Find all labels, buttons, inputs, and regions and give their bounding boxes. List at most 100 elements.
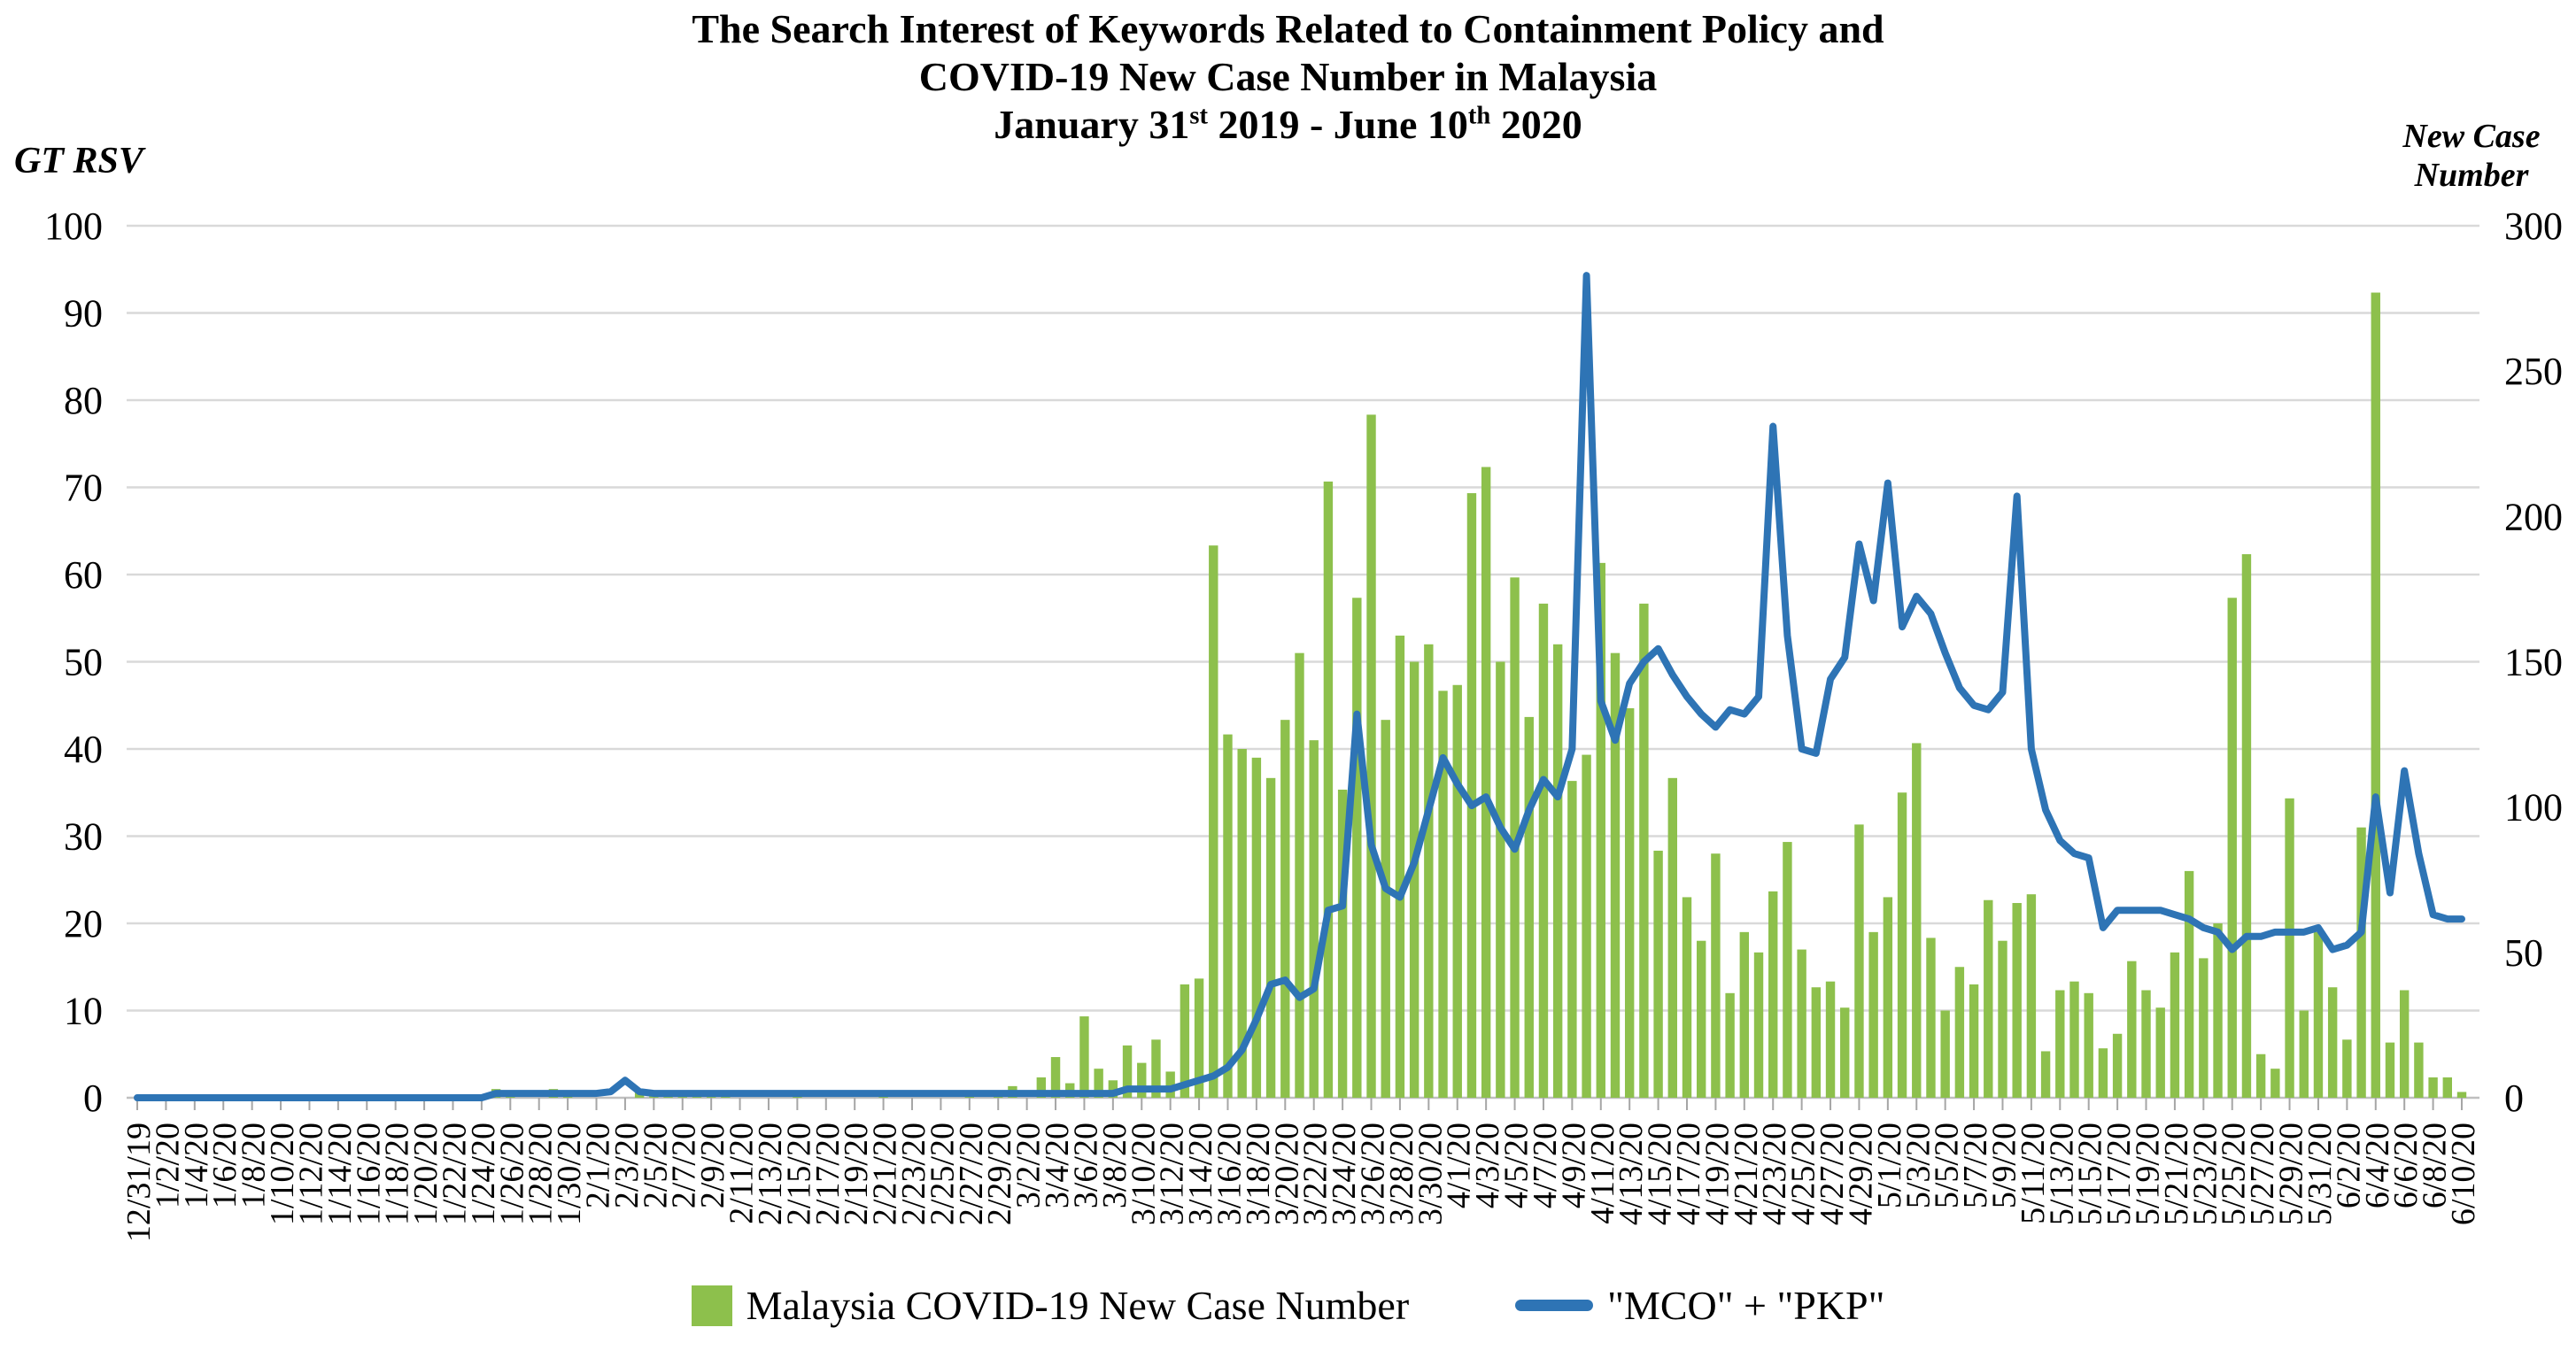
svg-text:2/1/20: 2/1/20 (580, 1123, 617, 1208)
svg-text:200: 200 (2504, 495, 2563, 538)
chart-title-line2: COVID-19 New Case Number in Malaysia (918, 54, 1658, 99)
svg-text:3/14/20: 3/14/20 (1182, 1123, 1219, 1225)
svg-text:1/6/20: 1/6/20 (206, 1123, 244, 1208)
svg-text:3/16/20: 3/16/20 (1211, 1123, 1248, 1225)
svg-text:3/10/20: 3/10/20 (1125, 1123, 1162, 1225)
svg-text:2/15/20: 2/15/20 (780, 1123, 817, 1225)
svg-text:3/6/20: 3/6/20 (1067, 1123, 1104, 1208)
svg-text:5/7/20: 5/7/20 (1957, 1123, 1994, 1208)
left-axis-title: GT RSV (14, 141, 143, 181)
svg-text:5/11/20: 5/11/20 (2015, 1123, 2052, 1224)
svg-text:3/26/20: 3/26/20 (1355, 1123, 1392, 1225)
svg-text:5/13/20: 5/13/20 (2043, 1123, 2080, 1225)
svg-text:70: 70 (64, 467, 103, 510)
svg-text:1/26/20: 1/26/20 (493, 1123, 530, 1225)
svg-text:3/28/20: 3/28/20 (1383, 1123, 1420, 1225)
svg-text:5/3/20: 5/3/20 (1899, 1123, 1937, 1208)
svg-text:4/13/20: 4/13/20 (1613, 1123, 1650, 1225)
svg-text:2/21/20: 2/21/20 (867, 1123, 904, 1225)
svg-text:6/8/20: 6/8/20 (2417, 1123, 2454, 1208)
svg-text:60: 60 (64, 553, 103, 597)
svg-text:1/28/20: 1/28/20 (522, 1123, 560, 1225)
svg-text:1/14/20: 1/14/20 (321, 1123, 359, 1225)
svg-text:2/11/20: 2/11/20 (723, 1123, 761, 1224)
svg-text:1/30/20: 1/30/20 (551, 1123, 588, 1225)
title-superscript-th: th (1467, 102, 1491, 130)
chart-title-line1: The Search Interest of Keywords Related … (692, 6, 1884, 51)
svg-text:2/29/20: 2/29/20 (981, 1123, 1018, 1225)
svg-text:0: 0 (2504, 1077, 2524, 1120)
svg-text:5/17/20: 5/17/20 (2100, 1123, 2138, 1225)
svg-text:5/29/20: 5/29/20 (2273, 1123, 2310, 1225)
svg-text:50: 50 (2504, 931, 2543, 975)
svg-text:1/22/20: 1/22/20 (436, 1123, 473, 1225)
svg-text:5/9/20: 5/9/20 (1985, 1123, 2023, 1208)
svg-text:3/8/20: 3/8/20 (1096, 1123, 1133, 1208)
svg-text:30: 30 (64, 815, 103, 859)
svg-text:2/27/20: 2/27/20 (953, 1123, 990, 1225)
title-superscript-st: st (1189, 102, 1208, 130)
right-axis-title: New Case Number (2374, 117, 2569, 195)
right-axis-title-line2: Number (2414, 157, 2529, 194)
svg-text:4/25/20: 4/25/20 (1785, 1123, 1822, 1225)
svg-text:4/21/20: 4/21/20 (1728, 1123, 1765, 1225)
svg-text:4/19/20: 4/19/20 (1698, 1123, 1736, 1225)
svg-text:50: 50 (64, 641, 103, 684)
svg-text:3/4/20: 3/4/20 (1039, 1123, 1076, 1208)
svg-text:1/18/20: 1/18/20 (379, 1123, 416, 1225)
svg-text:2/5/20: 2/5/20 (637, 1123, 674, 1208)
svg-text:2/13/20: 2/13/20 (752, 1123, 789, 1225)
svg-text:2/3/20: 2/3/20 (608, 1123, 646, 1208)
legend-item-mco-pkp: "MCO" + "PKP" (1515, 1282, 1884, 1329)
svg-text:300: 300 (2504, 205, 2563, 248)
svg-text:5/31/20: 5/31/20 (2301, 1123, 2339, 1225)
svg-text:4/1/20: 4/1/20 (1441, 1123, 1478, 1208)
svg-text:3/20/20: 3/20/20 (1268, 1123, 1305, 1225)
chart-legend: Malaysia COVID-19 New Case Number "MCO" … (0, 1282, 2576, 1329)
svg-text:40: 40 (64, 728, 103, 771)
svg-text:5/19/20: 5/19/20 (2130, 1123, 2167, 1225)
svg-text:3/30/20: 3/30/20 (1412, 1123, 1449, 1225)
svg-text:100: 100 (2504, 786, 2563, 830)
svg-text:2/25/20: 2/25/20 (924, 1123, 961, 1225)
svg-text:250: 250 (2504, 350, 2563, 393)
svg-text:4/17/20: 4/17/20 (1670, 1123, 1707, 1225)
svg-text:3/22/20: 3/22/20 (1297, 1123, 1334, 1225)
svg-text:5/21/20: 5/21/20 (2158, 1123, 2195, 1225)
svg-text:3/12/20: 3/12/20 (1154, 1123, 1191, 1225)
svg-text:2/23/20: 2/23/20 (895, 1123, 932, 1225)
svg-text:0: 0 (83, 1077, 103, 1120)
legend-label-mco-pkp: "MCO" + "PKP" (1607, 1283, 1885, 1328)
svg-text:1/8/20: 1/8/20 (236, 1123, 273, 1208)
svg-text:4/29/20: 4/29/20 (1842, 1123, 1879, 1225)
svg-text:10: 10 (64, 990, 103, 1033)
svg-text:1/24/20: 1/24/20 (465, 1123, 502, 1225)
svg-text:5/15/20: 5/15/20 (2072, 1123, 2109, 1225)
svg-text:1/10/20: 1/10/20 (264, 1123, 301, 1225)
svg-text:1/16/20: 1/16/20 (350, 1123, 387, 1225)
svg-text:3/24/20: 3/24/20 (1326, 1123, 1363, 1225)
svg-text:6/2/20: 6/2/20 (2330, 1123, 2367, 1208)
blue-line-swatch-icon (1515, 1300, 1594, 1311)
chart-title-line3: January 31st 2019 - June 10th 2020 (994, 102, 1582, 147)
svg-text:1/4/20: 1/4/20 (178, 1123, 215, 1208)
svg-text:1/20/20: 1/20/20 (407, 1123, 445, 1225)
svg-text:4/11/20: 4/11/20 (1584, 1123, 1621, 1224)
green-bar-swatch-icon (691, 1285, 732, 1326)
svg-text:3/18/20: 3/18/20 (1240, 1123, 1277, 1225)
svg-text:5/23/20: 5/23/20 (2186, 1123, 2224, 1225)
svg-text:5/1/20: 5/1/20 (1871, 1123, 1908, 1208)
svg-text:4/15/20: 4/15/20 (1642, 1123, 1679, 1225)
svg-text:2/19/20: 2/19/20 (838, 1123, 875, 1225)
legend-item-new-cases: Malaysia COVID-19 New Case Number (691, 1282, 1409, 1329)
svg-text:1/2/20: 1/2/20 (149, 1123, 186, 1208)
svg-text:4/5/20: 4/5/20 (1498, 1123, 1536, 1208)
svg-text:5/25/20: 5/25/20 (2216, 1123, 2253, 1225)
svg-text:4/3/20: 4/3/20 (1469, 1123, 1506, 1208)
svg-text:2/17/20: 2/17/20 (809, 1123, 847, 1225)
svg-text:4/9/20: 4/9/20 (1555, 1123, 1592, 1208)
svg-text:6/6/20: 6/6/20 (2387, 1123, 2425, 1208)
svg-text:4/27/20: 4/27/20 (1814, 1123, 1851, 1225)
